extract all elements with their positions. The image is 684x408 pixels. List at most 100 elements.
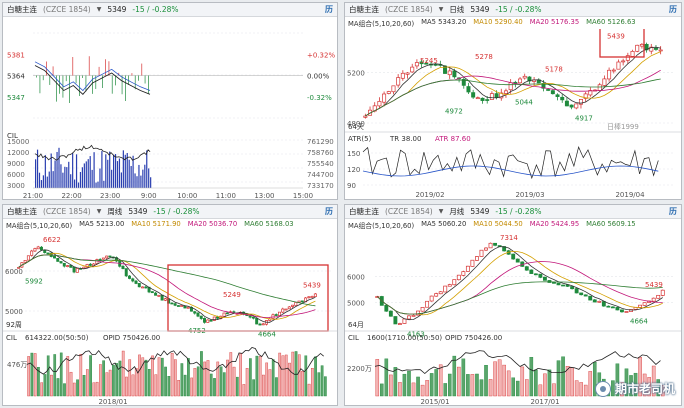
weekly-panel[interactable]: 白糖主连 (CZCE 1854) ▼ 周线 5349 -15 / -0.28% … (2, 204, 338, 406)
weekly-volume-bar (187, 358, 190, 397)
daily-candle (410, 66, 415, 73)
weekly-volume-bar (76, 379, 79, 397)
last-price: 5349 (107, 5, 127, 14)
monthly-volume-bar (520, 366, 525, 397)
monthly-candle (393, 316, 398, 325)
monthly-volume-bar (429, 373, 434, 397)
daily-candlestick-chart[interactable]: 5200 4800 5245 5278 5439 4972 5044 5178 4917 64天 日… (345, 29, 682, 200)
weekly-volume-bar (219, 366, 223, 397)
monthly-candle (538, 273, 543, 278)
monthly-volume-bar (389, 374, 393, 397)
volume-bar (132, 155, 134, 188)
daily-candle (583, 93, 588, 99)
monthly-candle (384, 304, 389, 312)
intraday-panel[interactable]: 白糖主连 (CZCE 1854) ▼ 5349 -15 / -0.28% 历 5… (2, 2, 338, 200)
volume-bar (93, 152, 95, 188)
monthly-volume-bar (470, 374, 475, 397)
ma60-value: MA60 5126.63 (586, 18, 636, 26)
weekly-volume-bar (242, 384, 246, 397)
volume-bar (83, 163, 85, 188)
period-selector[interactable]: 月线 (449, 207, 465, 216)
weekly-volume-bar (63, 383, 66, 397)
price-annotation: 6622 (43, 236, 61, 244)
weekly-volume-bar (265, 362, 269, 397)
monthly-candle (475, 256, 479, 261)
daily-panel[interactable]: 白糖主连 (CZCE 1854) ▼ 日线 5349 -15 / -0.28% … (344, 2, 682, 200)
monthly-candle (610, 306, 615, 309)
weekly-candle (53, 256, 56, 259)
calendar-icon[interactable]: 历 (325, 207, 333, 216)
open-interest-line (34, 144, 151, 161)
monthly-volume-bar (416, 376, 420, 397)
volume-bar (140, 175, 142, 188)
price-annotation: 5249 (223, 291, 241, 299)
period-selector[interactable]: 周线 (107, 207, 123, 216)
weekly-volume-bar (82, 375, 86, 397)
ma-legend: MA组合(5,10,20,60) MA5 5060.20 MA10 5044.5… (348, 220, 678, 230)
daily-candle (644, 43, 649, 51)
monthly-candle (425, 300, 430, 308)
weekly-volume-bar (69, 371, 73, 397)
weekly-volume-bar (294, 351, 298, 397)
time-axis-label: 23:00 (100, 192, 120, 200)
weekly-volume-bar (72, 382, 76, 397)
weekly-candle (173, 303, 177, 306)
daily-candle (574, 103, 579, 109)
monthly-candle (456, 274, 461, 281)
monthly-volume-bar (642, 373, 647, 397)
weekly-candle (251, 316, 255, 319)
weekly-volume-bar (112, 364, 115, 397)
weekly-candle (137, 283, 141, 288)
daily-candle (616, 61, 621, 70)
weekly-candle (291, 304, 295, 307)
weekly-volume-bar (147, 369, 151, 397)
chevron-down-icon[interactable]: ▼ (96, 6, 102, 13)
calendar-icon[interactable]: 历 (325, 5, 333, 14)
chevron-down-icon[interactable]: ▼ (438, 208, 444, 215)
volume-bar (122, 150, 124, 188)
monthly-candle (447, 284, 452, 287)
volume-bar (85, 161, 87, 188)
volume-bar (70, 174, 72, 188)
weekly-volume-bar (40, 382, 44, 397)
bar-count-label: 92周 (6, 321, 22, 329)
calendar-icon[interactable]: 历 (669, 5, 677, 14)
monthly-candle (579, 292, 584, 296)
instrument-name: 白糖主连 (349, 207, 379, 216)
daily-candle (564, 100, 569, 107)
weekly-volume-bar (304, 355, 308, 397)
volume-bar (79, 172, 82, 188)
monthly-header: 白糖主连 (CZCE 1854) ▼ 月线 5349 -15 / -0.28% … (345, 205, 681, 219)
volume-bar (54, 160, 56, 188)
atr-axis-label: 90 (347, 182, 356, 190)
monthly-volume-bar (543, 373, 547, 397)
weekly-volume-bar (46, 355, 50, 397)
weekly-volume-bar (115, 363, 119, 397)
volume-bar (74, 179, 76, 188)
monthly-panel[interactable]: 白糖主连 (CZCE 1854) ▼ 月线 5349 -15 / -0.28% … (344, 204, 682, 406)
volume-bar (64, 166, 66, 188)
calendar-icon[interactable]: 历 (669, 207, 677, 216)
volume-bar (101, 151, 103, 188)
monthly-volume-bar (565, 366, 570, 397)
monthly-volume-bar (497, 359, 502, 397)
weekly-volume-bar (301, 371, 304, 397)
chevron-down-icon[interactable]: ▼ (438, 6, 444, 13)
price-annotation: 5992 (25, 277, 43, 285)
volume-bar (97, 181, 99, 188)
weekly-candle (72, 266, 76, 273)
monthly-candle (416, 310, 420, 316)
weekly-volume-bar (89, 355, 92, 397)
volume-bar (40, 180, 43, 188)
period-selector[interactable]: 日线 (449, 5, 465, 14)
weekly-candle (307, 296, 311, 299)
weekly-volume-bar (99, 364, 102, 397)
weekly-candle (160, 294, 164, 301)
daily-candle (461, 79, 466, 86)
monthly-volume-bar (651, 365, 656, 397)
monthly-candle (561, 284, 565, 287)
monthly-candle (552, 281, 556, 284)
chevron-down-icon[interactable]: ▼ (96, 208, 102, 215)
